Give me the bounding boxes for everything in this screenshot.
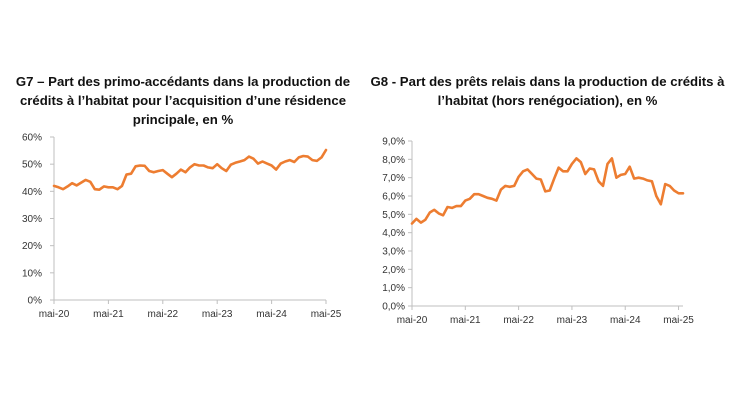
y-tick-label: 3,0% (382, 247, 405, 258)
x-tick-label: mai-22 (503, 315, 534, 326)
y-tick-label: 0,0% (382, 302, 405, 313)
y-tick-label: 4,0% (382, 228, 405, 239)
x-tick-label: mai-25 (311, 309, 342, 320)
x-tick-label: mai-20 (39, 309, 70, 320)
x-tick-label: mai-24 (256, 309, 287, 320)
y-tick-label: 60% (22, 133, 42, 144)
series-line (410, 157, 685, 225)
y-tick-label: 7,0% (382, 173, 405, 184)
y-tick-label: 2,0% (382, 265, 405, 276)
chart-g8: 0,0% 1,0% 2,0% 3,0% 4,0% 5,0% 6,0% 7,0% 8,0% 9,0%… (382, 137, 694, 327)
y-tick-label: 1,0% (382, 283, 405, 294)
x-tick-label: mai-23 (557, 315, 588, 326)
x-tick-label: mai-24 (610, 315, 641, 326)
y-tick-label: 8,0% (382, 155, 405, 166)
y-tick-label: 30% (22, 214, 42, 225)
y-tick-label: 40% (22, 187, 42, 198)
x-tick-label: mai-25 (663, 315, 694, 326)
y-tick-label: 5,0% (382, 210, 405, 221)
chart-g7: 0% 10% 20% 30% 40% 50% 60% mai-20 mai-21 mai-22 ma… (22, 133, 342, 321)
series-line (52, 148, 328, 191)
x-tick-label: mai-20 (397, 315, 428, 326)
chart-title-g8: G8 - Part des prêts relais dans la produ… (370, 74, 725, 108)
chart-panel-g8: G8 - Part des prêts relais dans la produ… (365, 0, 730, 410)
x-tick-label: mai-23 (202, 309, 233, 320)
y-tick-label: 6,0% (382, 192, 405, 203)
y-tick-label: 0% (28, 296, 43, 307)
chart-panel-g7: G7 – Part des primo-accédants dans la pr… (0, 0, 365, 410)
chart-title-g7: G7 – Part des primo-accédants dans la pr… (15, 74, 351, 127)
y-tick-label: 10% (22, 268, 42, 279)
x-tick-label: mai-21 (93, 309, 124, 320)
x-tick-label: mai-22 (148, 309, 179, 320)
x-tick-label: mai-21 (450, 315, 481, 326)
y-tick-label: 20% (22, 241, 42, 252)
y-tick-label: 9,0% (382, 137, 405, 148)
y-tick-label: 50% (22, 160, 42, 171)
